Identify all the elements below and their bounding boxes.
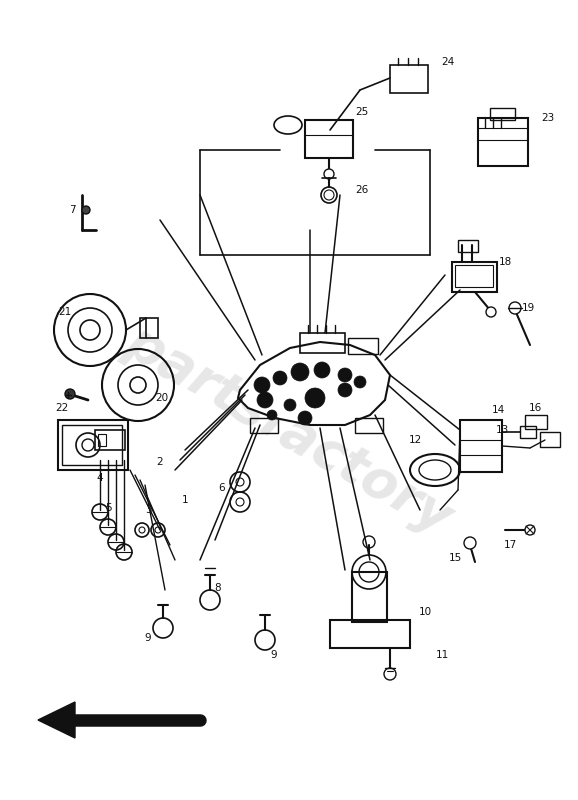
Text: 21: 21 — [58, 307, 72, 317]
Circle shape — [486, 307, 496, 317]
Circle shape — [284, 399, 296, 411]
Circle shape — [464, 537, 476, 549]
Bar — [460, 420, 502, 472]
Bar — [355, 418, 383, 433]
Circle shape — [254, 377, 270, 393]
Bar — [250, 418, 278, 433]
Text: 13: 13 — [495, 425, 509, 435]
Text: 12: 12 — [409, 435, 421, 445]
Circle shape — [314, 362, 330, 378]
Circle shape — [338, 383, 352, 397]
Circle shape — [139, 527, 145, 533]
Polygon shape — [238, 342, 390, 425]
Text: 5: 5 — [105, 503, 112, 513]
Text: 23: 23 — [542, 113, 555, 123]
Text: 1: 1 — [181, 495, 188, 505]
Text: 2: 2 — [157, 457, 164, 467]
Circle shape — [324, 169, 334, 179]
Bar — [490, 108, 515, 120]
Circle shape — [305, 388, 325, 408]
Text: 14: 14 — [491, 405, 505, 415]
Text: 11: 11 — [435, 650, 449, 660]
Text: 15: 15 — [449, 553, 462, 563]
Bar — [458, 240, 478, 252]
Circle shape — [298, 411, 312, 425]
Text: 18: 18 — [498, 257, 512, 267]
Circle shape — [338, 368, 352, 382]
Circle shape — [257, 392, 273, 408]
Circle shape — [267, 410, 277, 420]
Bar — [98, 434, 106, 446]
Text: 7: 7 — [69, 205, 75, 215]
Circle shape — [155, 527, 161, 533]
Text: 26: 26 — [355, 185, 369, 195]
Text: 6: 6 — [218, 483, 225, 493]
Bar — [95, 430, 125, 450]
Text: 22: 22 — [55, 403, 69, 413]
Bar — [305, 120, 353, 158]
Text: 3: 3 — [144, 505, 151, 515]
Bar — [330, 620, 410, 648]
Text: 9: 9 — [271, 650, 277, 660]
Circle shape — [291, 363, 309, 381]
Text: 4: 4 — [97, 473, 103, 483]
Circle shape — [509, 302, 521, 314]
Bar — [348, 338, 378, 354]
Bar — [62, 425, 122, 465]
Bar — [300, 333, 345, 353]
Bar — [525, 415, 547, 429]
Text: 10: 10 — [418, 607, 432, 617]
Circle shape — [82, 206, 90, 214]
Circle shape — [354, 376, 366, 388]
Circle shape — [65, 389, 75, 399]
Bar — [520, 426, 536, 438]
Text: 17: 17 — [503, 540, 517, 550]
Circle shape — [384, 668, 396, 680]
Text: partsfactory: partsfactory — [117, 315, 461, 545]
Bar — [455, 265, 493, 287]
Bar — [390, 65, 428, 93]
Polygon shape — [38, 702, 75, 738]
Bar — [352, 572, 387, 622]
Text: 19: 19 — [521, 303, 535, 313]
Circle shape — [273, 371, 287, 385]
Bar — [58, 420, 128, 470]
Text: 16: 16 — [528, 403, 542, 413]
Text: 25: 25 — [355, 107, 369, 117]
Circle shape — [236, 478, 244, 486]
Bar — [452, 262, 497, 292]
Bar — [140, 318, 158, 338]
Text: 24: 24 — [442, 57, 455, 67]
Circle shape — [236, 498, 244, 506]
Text: 20: 20 — [155, 393, 169, 403]
Bar — [540, 432, 560, 447]
Circle shape — [525, 525, 535, 535]
Bar — [478, 118, 528, 166]
Text: 8: 8 — [214, 583, 221, 593]
Text: 9: 9 — [144, 633, 151, 643]
